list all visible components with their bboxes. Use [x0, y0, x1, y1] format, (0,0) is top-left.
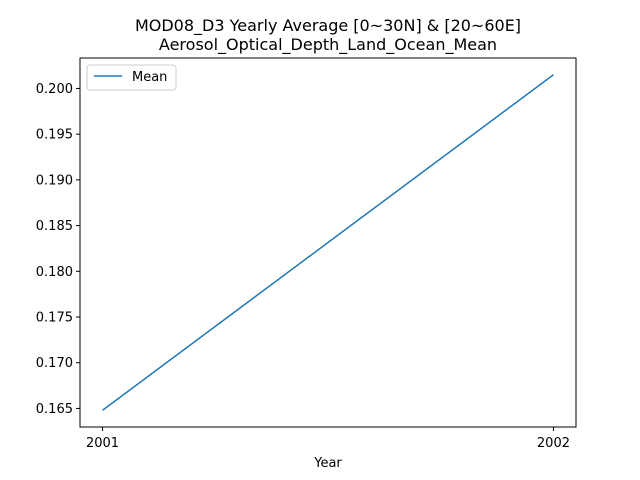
chart-title: MOD08_D3 Yearly Average [0~30N] & [20~60… [135, 16, 521, 36]
series-line-mean [102, 74, 554, 411]
y-tick-label: 0.170 [36, 356, 73, 371]
x-tick-label: 2002 [537, 436, 570, 451]
y-tick-label: 0.190 [36, 173, 73, 188]
legend: Mean [86, 64, 177, 91]
y-tick-label: 0.195 [36, 128, 73, 143]
y-tick-label: 0.175 [36, 311, 73, 326]
x-tick-label: 2001 [86, 436, 119, 451]
y-tick-label: 0.185 [36, 219, 73, 234]
plot-frame [79, 57, 577, 428]
legend-label-mean: Mean [132, 70, 167, 85]
series-lines [102, 74, 554, 411]
chart-subtitle: Aerosol_Optical_Depth_Land_Ocean_Mean [159, 35, 497, 55]
y-tick-label: 0.200 [36, 82, 73, 97]
y-tick-label: 0.180 [36, 265, 73, 280]
y-tick-label: 0.165 [36, 402, 73, 417]
legend-box [86, 64, 177, 91]
x-axis-label: Year [313, 456, 342, 471]
x-axis-ticks: 2001 2002 [86, 427, 570, 451]
y-axis-ticks: 0.165 0.170 0.175 0.180 0.185 0.190 0.195 0.200 [36, 82, 80, 417]
